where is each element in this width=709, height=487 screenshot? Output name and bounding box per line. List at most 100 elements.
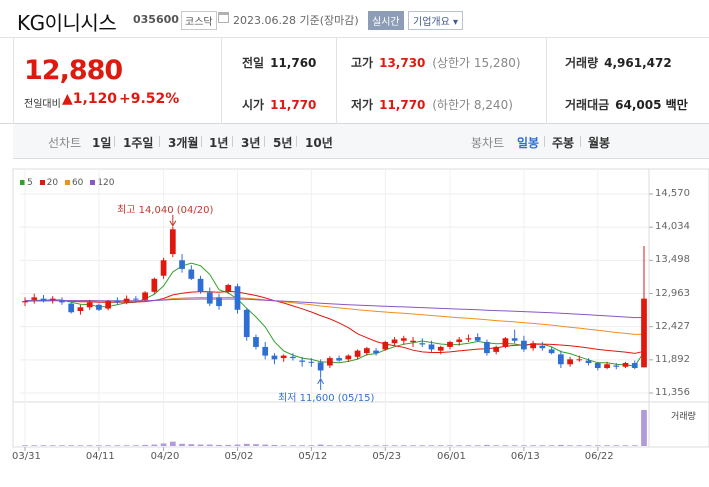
volume-bar [169, 441, 176, 446]
period-3m[interactable]: 3개월 [168, 136, 199, 150]
candle-monthly[interactable]: 월봉 [588, 136, 611, 150]
company-info-dropdown[interactable]: 기업개요 ▾ [408, 11, 463, 30]
volume-bar [613, 445, 620, 446]
ma120-swatch [90, 179, 96, 185]
candle-body [400, 338, 407, 341]
volume-bar [530, 445, 536, 446]
volume-bar [280, 445, 287, 446]
candle-body [539, 345, 546, 349]
ma-legend: 5 20 60 120 [20, 178, 114, 188]
y-tick-label: 12,427 [655, 320, 690, 332]
volume-bar [188, 444, 195, 446]
volume-bar [456, 445, 463, 446]
volume-bar [557, 444, 564, 446]
candle-body [327, 358, 333, 366]
candle-body [419, 343, 426, 345]
volume-bar [160, 443, 167, 446]
volume-bar [133, 445, 139, 446]
volume-bar [354, 445, 361, 446]
candle-body [447, 341, 453, 347]
period-3y[interactable]: 3년 [241, 136, 261, 150]
volume-bar [631, 445, 638, 446]
low-annotation: 최저 11,600 (05/15) [278, 393, 375, 404]
price-summary: 12,880 전일대비 ▲1,120 +9.52% 전일 11,760 시가 11,… [0, 38, 709, 124]
volume-bar [31, 445, 38, 446]
divider [336, 38, 337, 124]
candle-body [179, 260, 185, 269]
candle-body [548, 349, 555, 354]
candle-body [437, 346, 444, 351]
volume-bar [308, 445, 315, 446]
candle-body [345, 355, 352, 360]
period-1y[interactable]: 1년 [209, 136, 229, 150]
volume-bar [142, 444, 148, 446]
prev-close-cell: 전일 11,760 [242, 54, 316, 71]
volume-bar [641, 410, 647, 446]
x-tick-label: 05/12 [298, 451, 328, 462]
volume-bar [317, 444, 324, 446]
candle-weekly[interactable]: 주봉 [552, 136, 575, 150]
volume-bar [373, 445, 379, 446]
line-chart-label: 선차트 [48, 136, 82, 150]
candle-body [290, 356, 296, 359]
volume-bar [382, 445, 389, 446]
volume-bar [86, 445, 93, 446]
candle-body [123, 298, 130, 302]
y-tick-label: 12,963 [655, 287, 690, 299]
candle-body [160, 260, 167, 276]
volume-bar [59, 445, 65, 446]
candle-body [502, 338, 509, 347]
current-price-box: 12,880 전일대비 ▲1,120 +9.52% [13, 38, 222, 124]
volume-bar [400, 445, 407, 446]
high-cell: 고가 13,730 (상한가 15,280) [351, 54, 521, 71]
realtime-button[interactable]: 실시간 [368, 11, 404, 30]
candle-body [59, 300, 65, 303]
period-10y[interactable]: 10년 [305, 136, 333, 150]
volume-bar [243, 443, 250, 446]
candle-body [225, 285, 232, 292]
ma120-label: 120 [97, 178, 115, 188]
open-label: 시가 [242, 98, 265, 112]
change-label: 전일대비 [24, 99, 61, 110]
amount-cell: 거래대금 64,005 백만 [565, 96, 688, 113]
candle-body [86, 302, 93, 308]
x-tick-label: 04/11 [85, 451, 115, 462]
base-date: 2023.06.28 기준(장마감) [233, 14, 359, 27]
candle-daily[interactable]: 일봉 [517, 136, 540, 150]
volume-bar [290, 445, 296, 446]
volume-bar [77, 445, 84, 446]
volume-bar [105, 445, 112, 446]
volume-bar [206, 444, 213, 446]
candle-body [557, 354, 564, 365]
lower-limit: (하한가 8,240) [432, 98, 513, 112]
volume-bar [484, 444, 490, 446]
volume-bar [225, 444, 232, 446]
candle-body [613, 365, 620, 367]
prev-close-value: 11,760 [270, 56, 317, 70]
candle-body [243, 309, 250, 338]
stock-header: KG이니시스 035600 코스닥 2023.06.28 기준(장마감) 실시간… [0, 0, 709, 38]
open-cell: 시가 11,770 [242, 96, 316, 113]
candle-body [622, 363, 629, 367]
candle-body [336, 358, 342, 361]
candle-body [410, 340, 416, 342]
x-tick-label: 04/20 [150, 451, 180, 462]
period-5y[interactable]: 5년 [273, 136, 293, 150]
volume-bar [363, 445, 370, 446]
ma20-line [24, 290, 645, 354]
period-1w[interactable]: 1주일 [123, 136, 154, 150]
period-1d[interactable]: 1일 [92, 136, 112, 150]
candle-body [373, 350, 379, 354]
calendar-icon [218, 12, 229, 23]
period-bar: 선차트 1일 1주일 3개월 1년 3년 5년 10년 봉차트 일봉 주봉 월봉 [13, 124, 709, 159]
volume-bar [594, 445, 601, 446]
candle-body [206, 292, 213, 304]
y-tick-label: 13,498 [655, 254, 690, 266]
company-name: KG이니시스 [17, 11, 117, 35]
amount-value: 64,005 백만 [615, 98, 688, 112]
divider [546, 38, 547, 124]
candle-body [484, 341, 490, 354]
candle-body [31, 297, 38, 300]
ma5-swatch [20, 179, 25, 185]
